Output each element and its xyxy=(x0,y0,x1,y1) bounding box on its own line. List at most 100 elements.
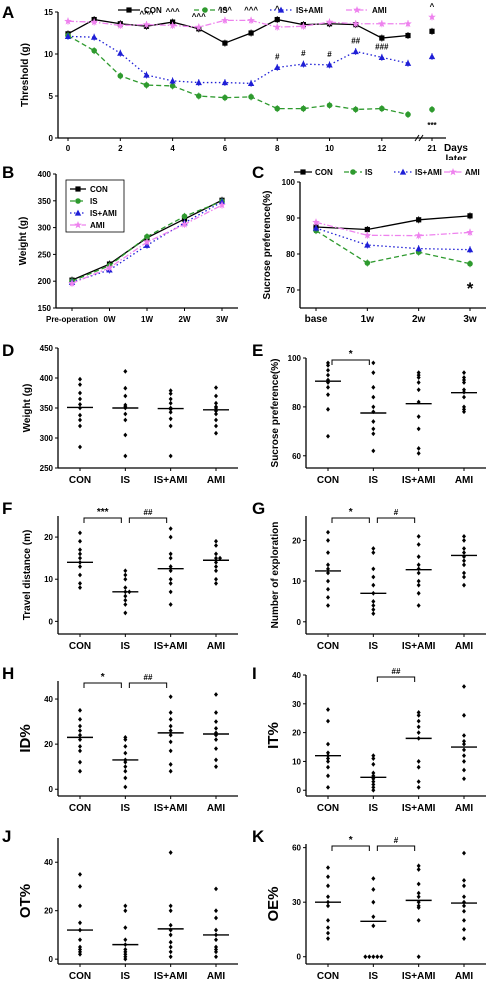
data-point xyxy=(371,899,376,905)
data-point xyxy=(123,784,128,790)
y-axis-label: Weight (g) xyxy=(22,384,33,433)
group-ami xyxy=(451,850,477,941)
data-point xyxy=(326,538,330,543)
x-tick-label: AMI xyxy=(207,803,226,814)
data-point xyxy=(326,718,330,724)
data-point xyxy=(371,776,376,782)
data-point xyxy=(405,32,411,39)
data-point xyxy=(168,739,173,745)
series-con xyxy=(313,212,473,234)
data-point xyxy=(462,409,466,415)
data-point xyxy=(123,572,128,578)
group-isami xyxy=(157,388,184,459)
x-tick-label: 1w xyxy=(361,314,375,325)
group-isami xyxy=(405,533,432,608)
data-point xyxy=(462,582,466,588)
data-point xyxy=(78,743,82,749)
x-tick-label: IS+AMI xyxy=(402,475,436,486)
data-point xyxy=(416,450,421,456)
data-point xyxy=(379,35,385,41)
y-tick-label: 250 xyxy=(38,250,52,259)
x-tick-label: 0W xyxy=(104,315,116,324)
data-point xyxy=(462,380,466,385)
chart-panel-k: K 0 30 60 CON IS IS+AMI AMI OE% * # xyxy=(250,824,498,992)
data-point xyxy=(429,106,435,113)
data-point xyxy=(371,599,376,604)
data-point xyxy=(78,759,82,765)
significance-bracket xyxy=(128,682,168,688)
panel-label: B xyxy=(2,163,14,182)
chart-panel-a: A 0 5 10 15 0 2 4 6 8 10 12 21 Threshold (g) Days later… xyxy=(0,0,498,165)
significance-mark: ^^^ xyxy=(139,10,153,19)
significance-mark: ## xyxy=(351,36,360,45)
data-point xyxy=(123,764,128,770)
data-point xyxy=(144,233,150,240)
data-point xyxy=(214,746,218,752)
data-point xyxy=(416,426,421,432)
data-point xyxy=(168,748,173,754)
data-point xyxy=(326,570,330,576)
data-point xyxy=(429,28,435,34)
y-tick-label: 350 xyxy=(38,197,52,206)
x-tick-label: CON xyxy=(69,641,91,652)
axis-break xyxy=(414,134,420,142)
data-point xyxy=(214,915,218,921)
significance-mark: *** xyxy=(427,121,437,130)
data-point xyxy=(462,394,466,400)
series-line xyxy=(315,230,471,265)
significance-mark: ^^^ xyxy=(192,12,206,21)
data-point xyxy=(78,949,82,955)
significance-mark: *** xyxy=(97,507,109,518)
data-point xyxy=(371,887,376,892)
data-point xyxy=(274,105,281,112)
group-ami xyxy=(203,692,229,770)
chart-panel-c: C 70 80 90 100 base 1w 2w 3w Sucrose preference(%… xyxy=(250,160,498,338)
data-point xyxy=(416,562,421,568)
data-point xyxy=(371,782,376,787)
group-is xyxy=(112,568,139,616)
chart-panel-e: E 60 80 100 CON IS IS+AMI AMI Sucrose preference… xyxy=(250,338,498,496)
legend-marker xyxy=(353,6,361,14)
x-tick-label: 3w xyxy=(463,314,477,325)
data-point xyxy=(371,876,376,881)
data-point xyxy=(312,218,320,226)
data-point xyxy=(352,48,359,55)
data-point xyxy=(462,741,466,747)
data-point xyxy=(214,764,218,770)
data-point xyxy=(123,954,128,960)
series-isami xyxy=(64,32,436,87)
legend: CON IS IS+AMI AMI xyxy=(118,6,387,15)
y-axis-label: OE% xyxy=(265,886,282,921)
data-point xyxy=(416,446,421,451)
data-point xyxy=(416,867,421,872)
data-point xyxy=(326,578,330,584)
chart-svg-e: E 60 80 100 CON IS IS+AMI AMI Sucrose preference… xyxy=(252,341,486,486)
data-point xyxy=(78,382,82,387)
data-point xyxy=(123,576,128,582)
data-point xyxy=(168,416,173,422)
chart-panel-i: I 0 10 20 30 40 CON IS IS+AMI AMI IT% ## xyxy=(250,661,498,824)
legend-label: CON xyxy=(90,185,108,194)
x-tick-label: 12 xyxy=(377,144,386,153)
significance-mark: ^^^ xyxy=(166,7,180,16)
data-point xyxy=(247,16,255,24)
panel-label: A xyxy=(2,3,14,22)
data-point xyxy=(462,903,466,909)
data-point xyxy=(169,83,176,89)
data-point xyxy=(214,719,218,724)
group-isami xyxy=(405,710,432,790)
y-tick-label: 10 xyxy=(44,575,53,584)
legend-marker xyxy=(202,7,208,13)
data-point xyxy=(326,529,330,535)
data-point xyxy=(123,597,128,603)
data-point xyxy=(351,19,360,27)
data-point xyxy=(352,106,359,113)
data-point xyxy=(416,570,421,576)
data-point xyxy=(78,396,82,402)
legend-marker xyxy=(399,168,407,175)
data-point xyxy=(222,40,228,46)
series-line xyxy=(67,34,409,116)
data-point xyxy=(123,947,128,952)
panel-label: K xyxy=(252,827,265,846)
x-tick-label: CON xyxy=(317,475,339,486)
